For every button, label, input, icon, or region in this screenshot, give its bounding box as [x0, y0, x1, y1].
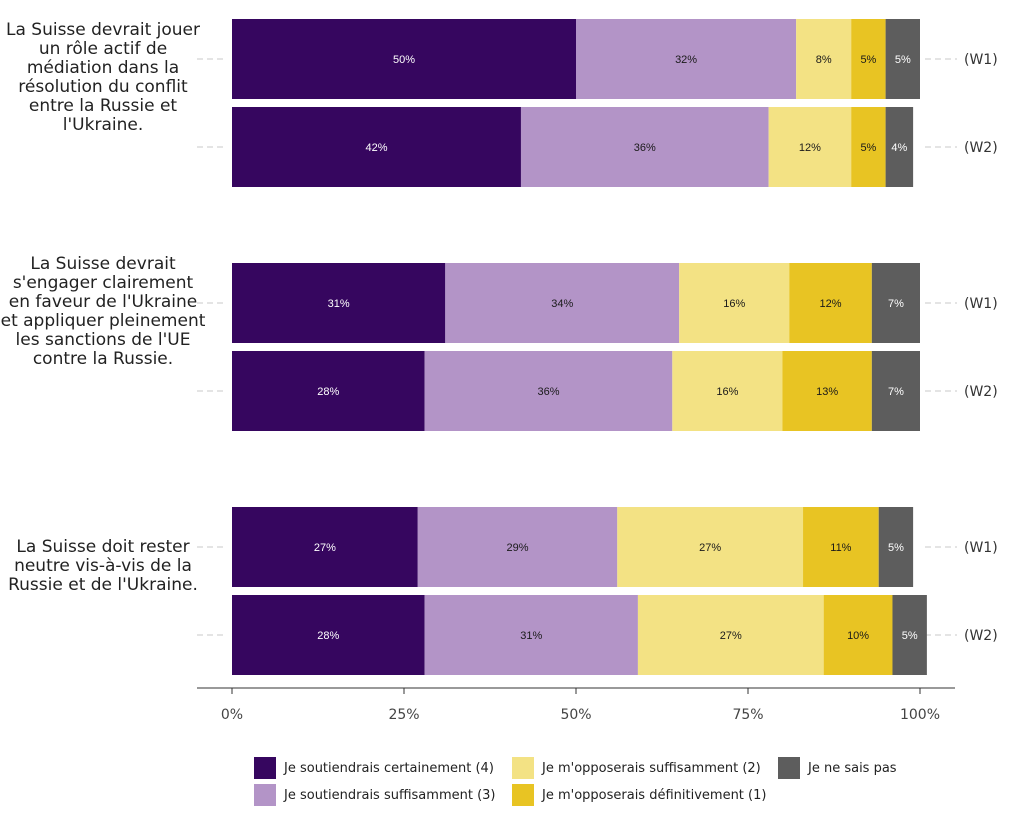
bar-segment — [885, 107, 914, 187]
bar-value-label: 28% — [317, 630, 339, 642]
bar-value-label: 10% — [847, 630, 869, 642]
bar-value-label: 29% — [507, 542, 529, 554]
bar-segment — [576, 19, 797, 99]
bar-segment — [878, 507, 914, 587]
legend-swatch — [512, 784, 534, 806]
bar-value-label: 5% — [902, 630, 918, 642]
bar-segment — [232, 507, 418, 587]
bar-value-label: 12% — [820, 298, 842, 310]
bar-segment — [871, 263, 920, 343]
bar-value-label: 27% — [720, 630, 742, 642]
legend-label: Je soutiendrais certainement (4) — [284, 760, 494, 776]
question-label: La Suisse doit rester neutre vis-à-vis d… — [8, 537, 198, 595]
bar-segment — [851, 107, 886, 187]
bar-segment — [520, 107, 769, 187]
bar-value-label: 8% — [816, 54, 832, 66]
bar-segment — [789, 263, 872, 343]
legend-item-opposerais-definitivement: Je m'opposerais définitivement (1) — [512, 783, 766, 807]
bar-value-label: 12% — [799, 142, 821, 154]
legend-swatch — [778, 757, 800, 779]
x-tick-label: 25% — [388, 707, 419, 723]
legend-swatch — [254, 784, 276, 806]
bar-segment — [871, 351, 920, 431]
bar-value-label: 31% — [520, 630, 542, 642]
bar-segment — [796, 19, 852, 99]
bar-value-label: 50% — [393, 54, 415, 66]
bar-segment — [617, 507, 804, 587]
x-tick-label: 50% — [560, 707, 591, 723]
bar-segment — [782, 351, 872, 431]
bar-value-label: 27% — [699, 542, 721, 554]
bar-segment — [232, 107, 521, 187]
bar-value-label: 36% — [634, 142, 656, 154]
wave-label: (W1) — [964, 540, 998, 556]
bar-segment — [851, 19, 886, 99]
question-label: La Suisse devrait jouer un rôle actif de… — [5, 19, 200, 135]
bar-segment — [232, 19, 576, 99]
bar-segment — [768, 107, 852, 187]
bar-segment — [679, 263, 790, 343]
bar-segment — [637, 595, 824, 675]
bar-value-label: 11% — [830, 542, 851, 554]
legend-label: Je ne sais pas — [808, 760, 897, 776]
bar-segment — [885, 19, 920, 99]
bar-value-label: 42% — [365, 142, 387, 154]
bar-segment — [232, 351, 425, 431]
x-tick-label: 0% — [221, 707, 243, 723]
bar-segment — [823, 595, 893, 675]
legend-item-ne-sais-pas: Je ne sais pas — [778, 756, 897, 780]
bar-value-label: 5% — [860, 54, 876, 66]
bar-value-label: 32% — [675, 54, 697, 66]
bar-value-label: 27% — [314, 542, 336, 554]
bar-value-label: 7% — [888, 298, 904, 310]
legend-item-certainement: Je soutiendrais certainement (4) — [254, 756, 494, 780]
bar-value-label: 28% — [317, 386, 339, 398]
bar-segment — [803, 507, 879, 587]
bar-segment — [892, 595, 927, 675]
question-label: La Suisse devrait s'engager clairement e… — [0, 254, 206, 369]
wave-label: (W2) — [964, 384, 998, 400]
legend-label: Je m'opposerais définitivement (1) — [542, 787, 767, 803]
x-tick-label: 100% — [900, 707, 940, 723]
bar-value-label: 4% — [891, 142, 907, 154]
legend-item-suffisamment: Je soutiendrais suffisamment (3) — [254, 783, 496, 807]
bar-value-label: 7% — [888, 386, 904, 398]
bar-value-label: 16% — [723, 298, 745, 310]
legend-label: Je m'opposerais suffisamment (2) — [542, 760, 761, 776]
legend-label: Je soutiendrais suffisamment (3) — [284, 787, 496, 803]
wave-label: (W1) — [964, 52, 998, 68]
legend: Je soutiendrais certainement (4) Je sout… — [254, 756, 954, 812]
wave-label: (W2) — [964, 140, 998, 156]
bar-segment — [424, 595, 638, 675]
bar-value-label: 13% — [816, 386, 838, 398]
bar-value-label: 5% — [888, 542, 904, 554]
wave-label: (W1) — [964, 296, 998, 312]
bar-value-label: 16% — [716, 386, 738, 398]
bar-segment — [445, 263, 680, 343]
legend-swatch — [254, 757, 276, 779]
bar-value-label: 31% — [328, 298, 350, 310]
bar-segment — [424, 351, 673, 431]
bar-value-label: 5% — [860, 142, 876, 154]
bar-value-label: 36% — [537, 386, 559, 398]
wave-label: (W2) — [964, 628, 998, 644]
bar-value-label: 34% — [551, 298, 573, 310]
x-tick-label: 75% — [732, 707, 763, 723]
bar-segment — [232, 595, 425, 675]
legend-item-opposerais-suffisamment: Je m'opposerais suffisamment (2) — [512, 756, 761, 780]
bar-segment — [672, 351, 783, 431]
bar-segment — [417, 507, 618, 587]
legend-swatch — [512, 757, 534, 779]
bar-segment — [232, 263, 446, 343]
bar-value-label: 5% — [895, 54, 911, 66]
